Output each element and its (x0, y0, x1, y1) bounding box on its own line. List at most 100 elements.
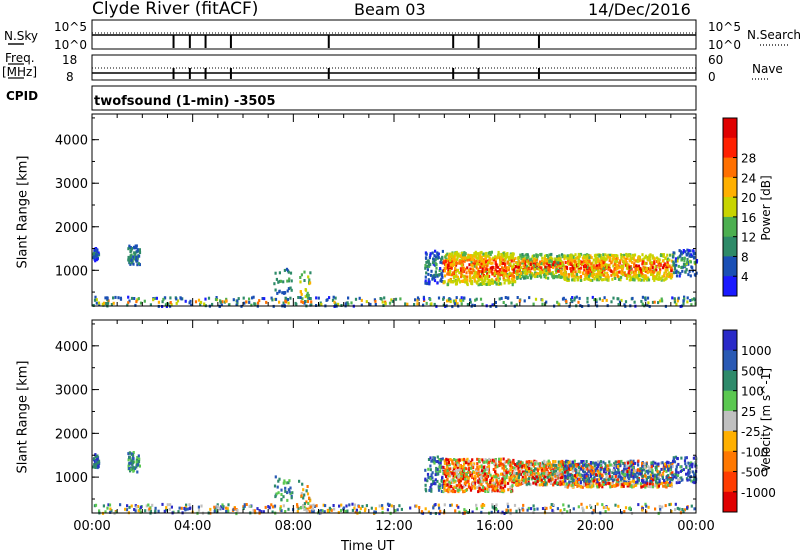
data-point (659, 268, 662, 272)
data-point (548, 268, 551, 272)
data-point (273, 484, 277, 488)
data-point (576, 484, 579, 488)
data-point (503, 268, 506, 272)
data-point (487, 254, 490, 258)
data-point (550, 481, 553, 485)
data-point (128, 455, 131, 459)
data-point (637, 256, 640, 260)
data-point (463, 296, 466, 300)
data-point (577, 275, 580, 279)
data-point (595, 481, 598, 485)
data-point (637, 478, 640, 482)
data-point (443, 485, 446, 489)
data-point (517, 507, 520, 511)
data-point (488, 483, 491, 487)
data-point (447, 488, 450, 492)
data-point (242, 507, 245, 510)
data-point (585, 460, 588, 463)
data-point (580, 260, 583, 264)
data-point (450, 489, 453, 493)
data-point (669, 465, 672, 469)
data-point (521, 475, 524, 479)
data-point (456, 257, 459, 261)
data-point (460, 484, 463, 488)
data-point (467, 268, 470, 272)
data-point (649, 482, 652, 486)
data-point (593, 266, 596, 270)
data-point (574, 467, 577, 471)
data-point (467, 255, 470, 259)
data-point (274, 271, 277, 275)
data-point (442, 261, 445, 265)
data-point (556, 275, 559, 279)
data-point (129, 262, 132, 266)
data-point (668, 258, 671, 262)
data-point (564, 271, 567, 275)
data-point (136, 248, 139, 252)
data-point (651, 471, 654, 475)
data-point (576, 256, 579, 260)
data-point (245, 503, 248, 506)
data-point (318, 303, 321, 307)
data-point (493, 475, 496, 479)
data-point (396, 508, 399, 512)
data-point (634, 266, 637, 270)
data-point (619, 278, 622, 282)
data-point (559, 481, 562, 485)
data-point (499, 268, 502, 271)
data-point (634, 469, 637, 473)
data-point (348, 503, 351, 507)
data-point (578, 473, 582, 477)
data-point (566, 279, 569, 282)
data-point (462, 472, 465, 476)
data-point (434, 255, 438, 259)
data-point (662, 472, 665, 476)
data-point (647, 476, 650, 479)
data-point (600, 265, 603, 269)
data-point (593, 273, 596, 276)
data-point (681, 256, 684, 260)
data-point (340, 509, 343, 512)
data-point (96, 257, 99, 261)
data-point (535, 256, 538, 260)
data-point (660, 467, 663, 471)
data-point (466, 266, 469, 270)
data-point (485, 251, 488, 255)
data-point (488, 251, 491, 254)
data-point (428, 256, 431, 260)
data-point (275, 277, 278, 281)
data-point (491, 458, 494, 462)
data-point (488, 471, 491, 475)
data-point (616, 471, 619, 475)
data-point (628, 470, 631, 474)
data-point (629, 259, 632, 263)
data-point (325, 298, 328, 302)
data-point (517, 466, 520, 470)
data-point (103, 301, 106, 305)
data-point (653, 278, 656, 282)
data-point (626, 475, 629, 479)
data-point (551, 477, 554, 481)
data-point (488, 461, 491, 465)
data-point (486, 467, 489, 471)
data-point (534, 273, 537, 277)
data-point (473, 254, 476, 258)
data-point (616, 260, 619, 263)
data-point (644, 298, 647, 302)
data-point (624, 467, 627, 471)
data-point (157, 300, 160, 304)
data-point (517, 460, 520, 464)
data-point (673, 300, 676, 304)
data-point (541, 259, 544, 263)
data-point (358, 296, 361, 300)
data-point (520, 464, 523, 468)
data-point (590, 482, 593, 486)
data-point (636, 267, 640, 271)
data-point (479, 269, 482, 273)
data-point (236, 509, 239, 512)
data-point (494, 255, 497, 259)
data-point (589, 464, 592, 468)
data-point (477, 283, 480, 287)
data-point (311, 507, 314, 511)
data-point (691, 266, 694, 270)
